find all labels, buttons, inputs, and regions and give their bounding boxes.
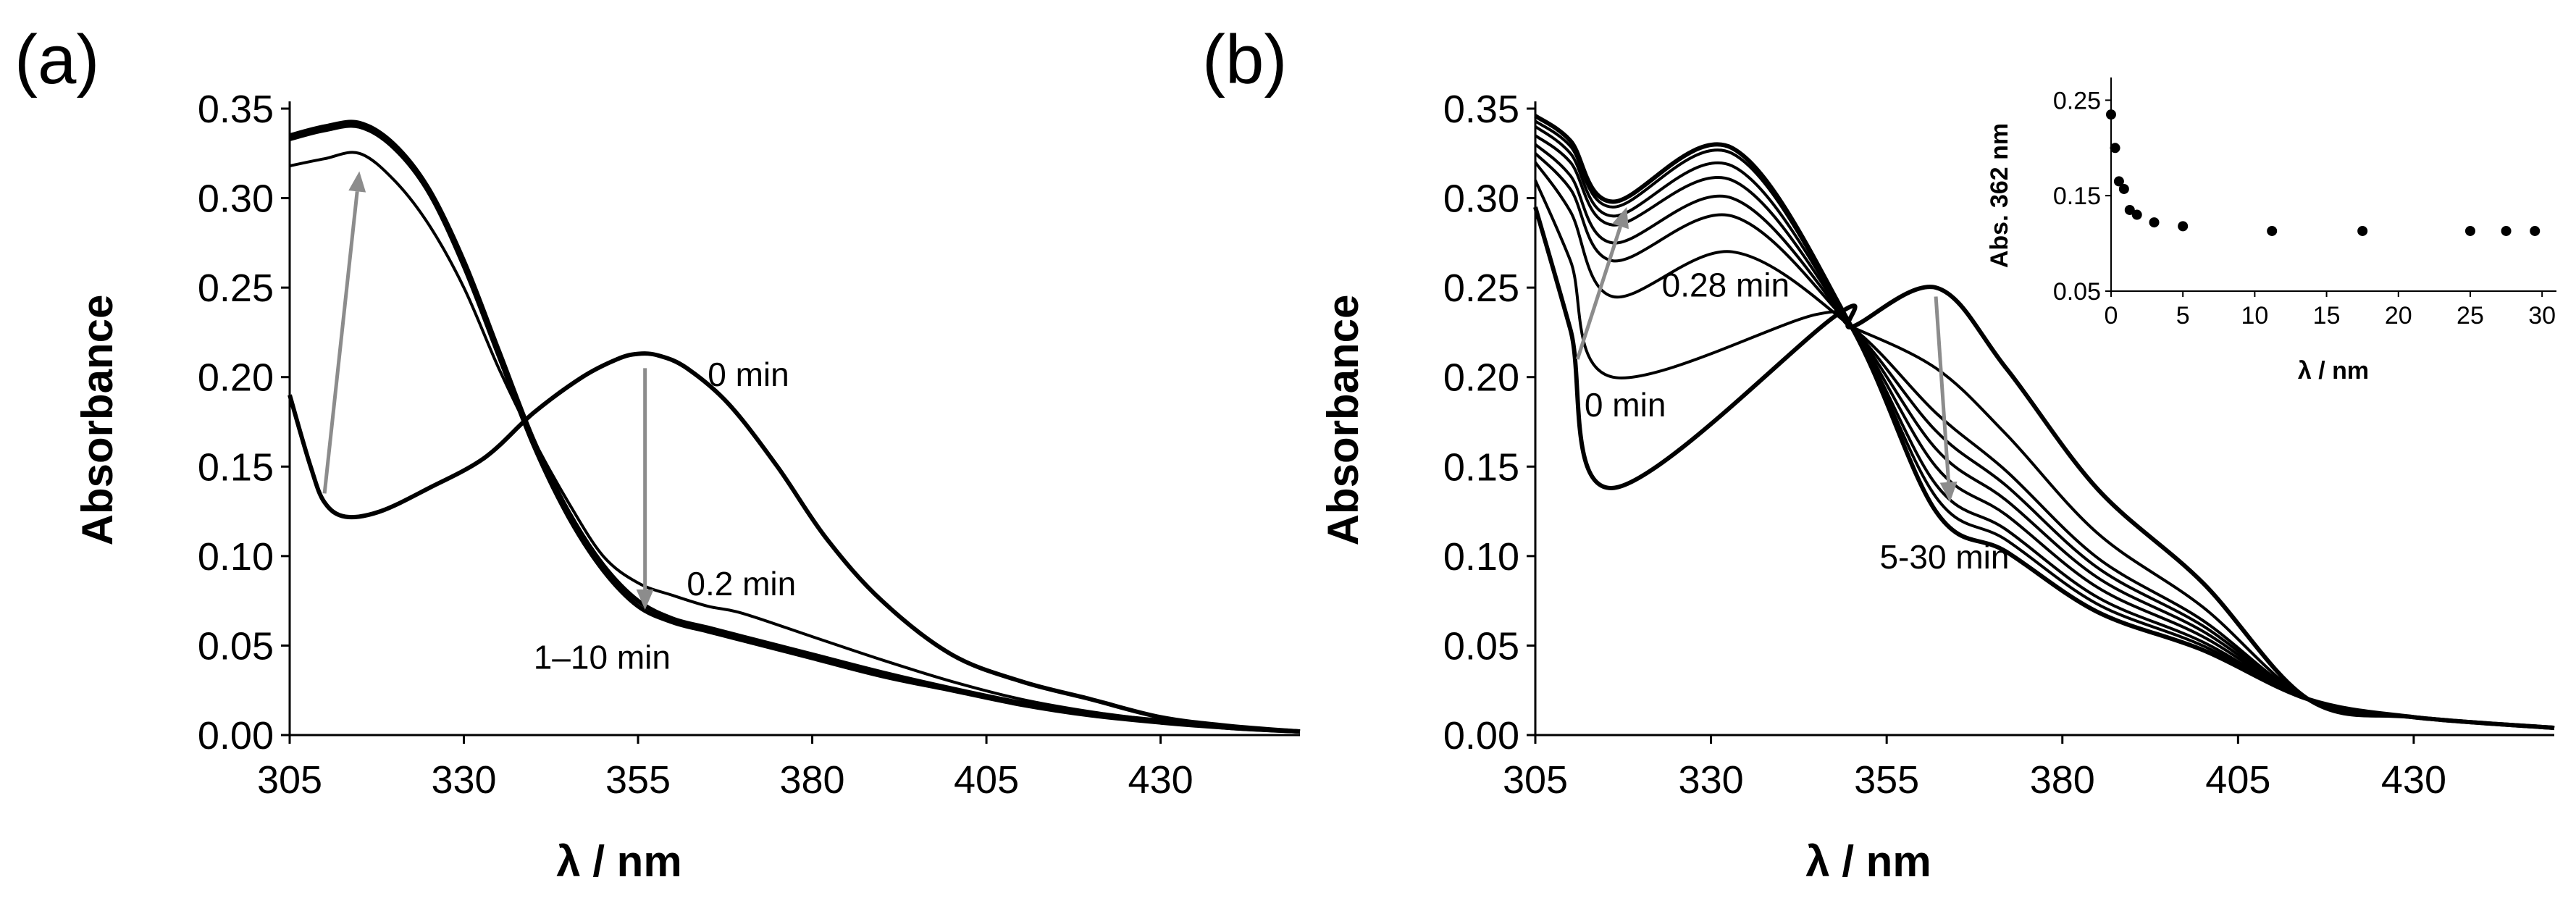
trend-arrow-b-1-head [1939, 481, 1958, 503]
trend-arrow-b-0 [1575, 225, 1622, 360]
b-y-tick-label: 0.00 [1443, 714, 1519, 758]
inset-data-point [2106, 109, 2116, 120]
annotation-5-30min-b: 5-30 min [1879, 538, 2009, 576]
b-x-tick-label: 405 [2205, 758, 2270, 802]
panel-label-a: (a) [14, 21, 99, 98]
b-x-tick-label: 330 [1679, 758, 1744, 802]
inset-axes: 0.05 0.15 0.25 0 5 10 15 20 25 30 [2053, 77, 2556, 330]
inset-data-point [2149, 217, 2160, 228]
a-y-tick-label: 0.35 [198, 88, 274, 131]
panel-a: (a) Absorbance λ / nm 0.000.050.100.150.… [14, 21, 1301, 886]
series-line-a [289, 123, 1301, 734]
series-line-b [1534, 114, 2555, 731]
inset-x-tick-label: 25 [2457, 302, 2484, 330]
a-x-tick-label: 430 [1128, 758, 1193, 802]
inset-data-point [2357, 225, 2368, 236]
b-y-tick-label: 0.20 [1443, 356, 1519, 400]
inset-x-axis-title: λ / nm [2298, 357, 2369, 385]
b-y-tick-label: 0.30 [1443, 177, 1519, 221]
series-line-b [1534, 143, 2555, 730]
annotation-028min-b: 0.28 min [1662, 267, 1790, 304]
b-y-tick-label: 0.05 [1443, 624, 1519, 668]
inset-data-point [2501, 225, 2512, 236]
inset-x-tick-label: 10 [2241, 302, 2268, 330]
a-y-tick-label: 0.25 [198, 267, 274, 310]
arrows-b [1575, 206, 1958, 503]
annotation-02min-a: 0.2 min [687, 565, 796, 603]
series-group-a [288, 119, 1301, 734]
annotation-0min-b: 0 min [1585, 386, 1666, 424]
series-line-b [1534, 125, 2555, 730]
inset-data-point [2113, 176, 2124, 187]
a-y-tick-label: 0.00 [198, 714, 274, 758]
series-group-b [1533, 114, 2555, 731]
annotation-1-10min-a: 1–10 min [534, 639, 671, 676]
inset-data-point [2110, 143, 2120, 154]
axes-a: 0.00 0.05 0.10 0.15 0.20 0.25 0.30 0.35 305 330 35… [198, 88, 1300, 802]
a-y-tick-label: 0.20 [198, 356, 274, 400]
trend-arrow-a-1-head [636, 589, 654, 610]
a-x-tick-label: 305 [257, 758, 322, 802]
a-y-tick-label: 0.10 [198, 535, 274, 579]
y-axis-title-b: Absorbance [1319, 295, 1367, 546]
b-x-tick-label: 355 [1854, 758, 1919, 802]
a-y-tick-label: 0.05 [198, 624, 274, 668]
inset-data-point [2118, 183, 2129, 194]
inset-points [2106, 109, 2541, 236]
y-axis-title-a: Absorbance [73, 295, 122, 546]
inset-data-point [2530, 225, 2541, 236]
trend-arrow-a-0-head [348, 171, 366, 193]
b-x-tick-label: 430 [2381, 758, 2446, 802]
a-x-tick-label: 380 [779, 758, 844, 802]
annotation-0min-a: 0 min [708, 356, 789, 393]
series-line-a [289, 151, 1301, 734]
inset-x-tick-label: 5 [2176, 302, 2190, 330]
series-line-a [288, 351, 1301, 734]
inset-x-tick-label: 15 [2313, 302, 2341, 330]
a-y-tick-label: 0.30 [198, 177, 274, 221]
a-y-tick-label: 0.15 [198, 445, 274, 489]
inset-data-point [2267, 225, 2278, 236]
x-axis-title-b: λ / nm [1805, 837, 1931, 886]
arrows-a [322, 171, 654, 610]
panel-b: (b) Absorbance λ / nm 0.000.050.100.150.… [1202, 21, 2556, 886]
b-y-tick-label: 0.10 [1443, 535, 1519, 579]
panel-label-b: (b) [1202, 21, 1287, 98]
trend-arrow-a-0 [322, 191, 359, 494]
trend-arrow-b-1 [1934, 296, 1951, 482]
a-x-tick-label: 355 [605, 758, 671, 802]
inset-x-tick-label: 30 [2528, 302, 2556, 330]
inset-y-axis-title: Abs. 362 nm [1986, 123, 2013, 268]
b-y-tick-label: 0.25 [1443, 267, 1519, 310]
x-axis-title-a: λ / nm [556, 837, 681, 886]
inset-x-tick-label: 0 [2105, 302, 2118, 330]
inset-x-tick-label: 20 [2385, 302, 2412, 330]
b-y-tick-label: 0.35 [1443, 88, 1519, 131]
inset-y-tick-label: 0.15 [2053, 182, 2101, 210]
inset-data-point [2124, 204, 2135, 215]
inset-y-tick-label: 0.25 [2053, 87, 2101, 114]
inset-chart: 0.05 0.15 0.25 0 5 10 15 20 25 30 Abs. 362 nm λ /… [1986, 77, 2556, 385]
inset-data-point [2131, 209, 2142, 220]
b-x-tick-label: 305 [1503, 758, 1568, 802]
inset-data-point [2464, 225, 2475, 236]
b-x-tick-label: 380 [2030, 758, 2095, 802]
a-x-tick-label: 330 [431, 758, 496, 802]
inset-y-tick-label: 0.05 [2053, 278, 2101, 306]
a-x-tick-label: 405 [954, 758, 1019, 802]
b-y-tick-label: 0.15 [1443, 445, 1519, 489]
trend-arrow-b-0-head [1612, 206, 1629, 230]
inset-data-point [2178, 221, 2189, 232]
